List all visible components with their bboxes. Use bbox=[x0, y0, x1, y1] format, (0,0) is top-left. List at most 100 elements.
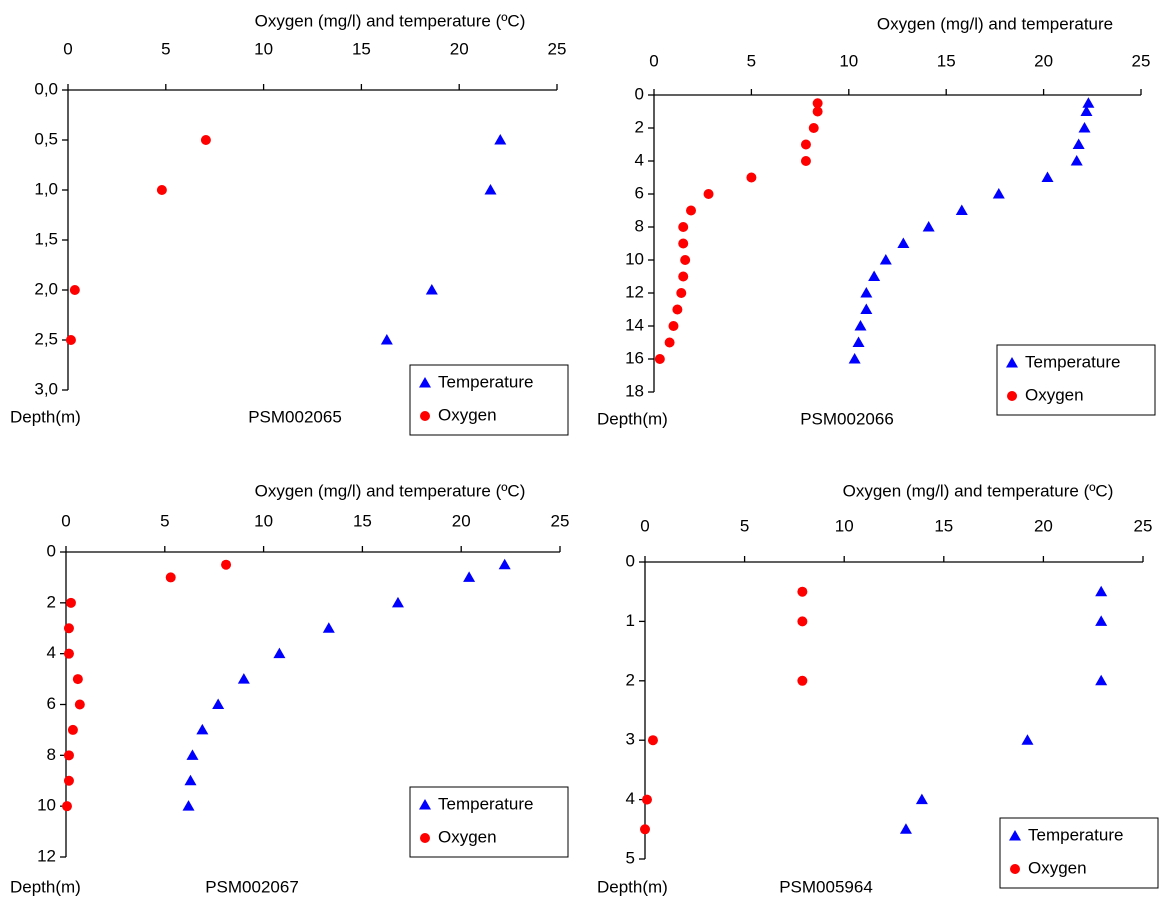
x-tick-label: 15 bbox=[353, 511, 372, 530]
triangle-marker bbox=[854, 320, 867, 331]
legend-box bbox=[999, 817, 1159, 889]
y-tick-label: 1,5 bbox=[34, 229, 58, 248]
legend-label: Oxygen bbox=[1028, 858, 1087, 877]
triangle-marker bbox=[1021, 734, 1034, 745]
y-tick-label: 2 bbox=[635, 117, 644, 136]
y-tick-label: 16 bbox=[625, 348, 644, 367]
circle-marker bbox=[676, 288, 687, 298]
y-axis-title: Depth(m) bbox=[10, 877, 81, 896]
annotation: PSM002066 bbox=[800, 409, 894, 428]
triangle-marker bbox=[852, 336, 865, 347]
triangle-marker bbox=[419, 799, 431, 810]
triangle-marker bbox=[860, 303, 873, 314]
triangle-marker bbox=[494, 134, 507, 145]
triangle-marker bbox=[1006, 357, 1018, 368]
y-axis-title: Depth(m) bbox=[597, 409, 668, 428]
y-tick-label: 0 bbox=[47, 541, 56, 560]
circle-marker bbox=[797, 586, 808, 597]
circle-marker bbox=[65, 597, 76, 608]
chart-panel: Oxygen (mg/l) and temperature (ºC) Depth(… bbox=[10, 11, 569, 436]
legend-label: Oxygen bbox=[1025, 385, 1084, 404]
legend-box bbox=[996, 344, 1156, 416]
triangle-marker bbox=[860, 287, 873, 298]
circle-marker bbox=[808, 123, 819, 133]
legend-label: Temperature bbox=[1028, 825, 1123, 844]
triangle-marker bbox=[922, 221, 935, 232]
circle-marker bbox=[812, 106, 823, 117]
y-tick-label: 1 bbox=[626, 611, 635, 630]
y-tick-label: 3 bbox=[626, 730, 635, 749]
x-tick-label: 20 bbox=[1034, 51, 1053, 70]
triangle-marker bbox=[463, 571, 476, 582]
triangle-marker bbox=[955, 204, 968, 215]
y-tick-label: 0 bbox=[626, 551, 635, 570]
circle-marker bbox=[664, 337, 675, 348]
triangle-marker bbox=[237, 673, 250, 684]
circle-marker bbox=[678, 222, 689, 232]
triangle-marker bbox=[1072, 138, 1085, 149]
x-tick-label: 0 bbox=[63, 39, 72, 58]
x-tick-label: 10 bbox=[254, 511, 273, 530]
triangle-marker bbox=[1070, 155, 1083, 166]
y-axis-title: Depth(m) bbox=[597, 877, 668, 896]
circle-marker bbox=[61, 801, 72, 812]
circle-marker bbox=[800, 139, 811, 150]
triangle-marker bbox=[848, 353, 861, 364]
circle-marker bbox=[797, 616, 808, 627]
circle-marker bbox=[686, 205, 697, 216]
annotation: PSM002067 bbox=[205, 877, 299, 896]
circle-marker bbox=[72, 674, 83, 685]
y-tick-label: 18 bbox=[625, 381, 644, 400]
annotation: PSM002065 bbox=[248, 407, 342, 426]
circle-marker bbox=[800, 156, 811, 166]
triangle-marker bbox=[498, 558, 511, 570]
triangle-marker bbox=[186, 749, 199, 760]
y-tick-label: 12 bbox=[37, 846, 56, 865]
y-tick-label: 4 bbox=[635, 150, 644, 169]
triangle-marker bbox=[212, 698, 225, 709]
circle-marker bbox=[641, 794, 652, 805]
triangle-marker bbox=[1095, 585, 1108, 597]
circle-marker bbox=[746, 172, 757, 183]
y-tick-label: 0,0 bbox=[34, 79, 58, 98]
triangle-marker bbox=[899, 823, 912, 834]
circle-marker bbox=[1010, 864, 1020, 874]
triangle-marker bbox=[1080, 105, 1093, 116]
y-tick-label: 4 bbox=[626, 789, 635, 808]
legend-label: Oxygen bbox=[438, 827, 497, 846]
circle-marker bbox=[63, 750, 74, 761]
circle-marker bbox=[63, 648, 74, 659]
legend-box bbox=[409, 364, 569, 436]
circle-marker bbox=[200, 135, 211, 145]
legend-label: Temperature bbox=[438, 794, 533, 813]
x-tick-label: 0 bbox=[61, 511, 70, 530]
triangle-marker bbox=[897, 237, 910, 248]
x-axis-title: Oxygen (mg/l) and temperature (ºC) bbox=[843, 481, 1114, 500]
triangle-marker bbox=[879, 254, 892, 265]
circle-marker bbox=[67, 724, 78, 735]
circle-marker bbox=[678, 271, 689, 282]
triangle-marker bbox=[419, 377, 431, 388]
circle-marker bbox=[647, 735, 658, 746]
triangle-marker bbox=[273, 647, 286, 659]
circle-marker bbox=[640, 824, 650, 835]
y-tick-label: 6 bbox=[635, 183, 644, 202]
chart-panel: Oxygen (mg/l) and temperature (ºC) Depth(… bbox=[597, 481, 1159, 896]
circle-marker bbox=[420, 833, 430, 843]
circle-marker bbox=[678, 238, 689, 249]
y-tick-label: 2 bbox=[47, 592, 56, 611]
chart-panel: Oxygen (mg/l) and temperature (ºC) Depth(… bbox=[10, 481, 569, 896]
triangle-marker bbox=[184, 774, 197, 786]
triangle-marker bbox=[1082, 97, 1095, 108]
triangle-marker bbox=[484, 184, 497, 195]
x-tick-label: 25 bbox=[548, 39, 567, 58]
y-tick-label: 3,0 bbox=[34, 379, 58, 398]
triangle-marker bbox=[391, 596, 404, 608]
legend-label: Temperature bbox=[438, 372, 533, 391]
circle-marker bbox=[63, 623, 74, 634]
y-tick-label: 1,0 bbox=[34, 179, 58, 198]
x-tick-label: 5 bbox=[160, 511, 169, 530]
circle-marker bbox=[74, 699, 85, 710]
triangle-marker bbox=[182, 800, 195, 811]
